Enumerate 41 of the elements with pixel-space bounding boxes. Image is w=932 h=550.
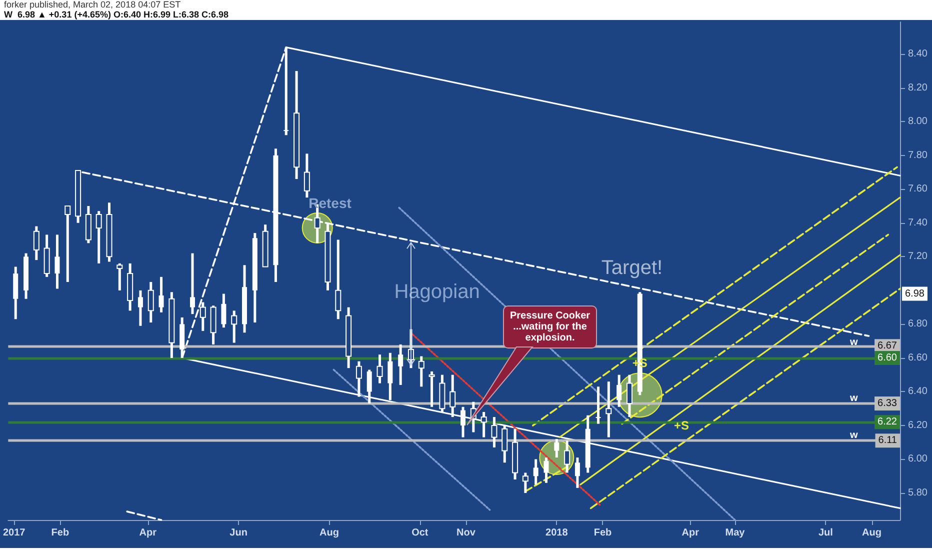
ref-line-label: 6.60 <box>878 352 898 364</box>
x-tick-label: Aug <box>320 528 339 538</box>
y-tick-label: 7.80 <box>908 150 928 161</box>
y-tick-label: 7.60 <box>908 184 928 195</box>
chart-title: forker published, March 02, 2018 04:07 EST <box>4 0 182 10</box>
x-tick-label: Apr <box>682 528 700 538</box>
y-tick-label: 6.20 <box>908 420 928 431</box>
x-tick-label: May <box>725 528 746 538</box>
text: 6.98 <box>905 288 924 300</box>
annotation: w <box>849 337 858 348</box>
x-tick-label: Oct <box>412 528 429 538</box>
y-tick-label: 7.40 <box>908 217 928 228</box>
y-tick-label: 7.20 <box>908 251 928 262</box>
x-tick-label: 2018 <box>546 528 568 538</box>
annotation: Pressure Cooker ...wating for the explosion. <box>510 310 590 344</box>
y-tick-label: 5.80 <box>908 487 928 498</box>
annotation: Target! <box>601 257 663 279</box>
y-tick-label: 6.40 <box>908 386 928 398</box>
y-tick-label: 6.00 <box>908 454 928 465</box>
ref-line-label: 6.67 <box>878 340 898 352</box>
x-tick-label: Nov <box>456 528 476 538</box>
chart-subtitle: W 6.98 ▲ +0.31 (+4.65%) O:6.40 H:6.99 L:6.38 C:6.98 <box>4 10 229 20</box>
x-tick-label: Apr <box>139 528 157 538</box>
ref-line-label: 6.11 <box>878 435 898 446</box>
y-tick-label: 8.40 <box>908 48 928 60</box>
x-tick-label: 2017 <box>3 528 26 538</box>
annotation: Retest <box>308 195 352 211</box>
x-tick-label: Jul <box>818 528 834 538</box>
annotation: +S <box>674 418 690 432</box>
y-tick-label: 8.20 <box>908 82 928 94</box>
y-tick-label: 6.80 <box>908 318 928 330</box>
annotation: w <box>849 392 858 404</box>
ref-line-label: 6.33 <box>878 398 898 410</box>
x-tick-label: Jun <box>230 528 248 538</box>
y-tick-label: 8.00 <box>908 116 928 128</box>
x-tick-label: Aug <box>862 528 882 538</box>
y-tick-label: 6.60 <box>908 352 928 364</box>
annotation: w <box>849 430 858 442</box>
ref-line-label: 6.22 <box>878 416 898 428</box>
x-tick-label: Feb <box>51 528 70 538</box>
x-tick-label: Feb <box>594 528 612 538</box>
